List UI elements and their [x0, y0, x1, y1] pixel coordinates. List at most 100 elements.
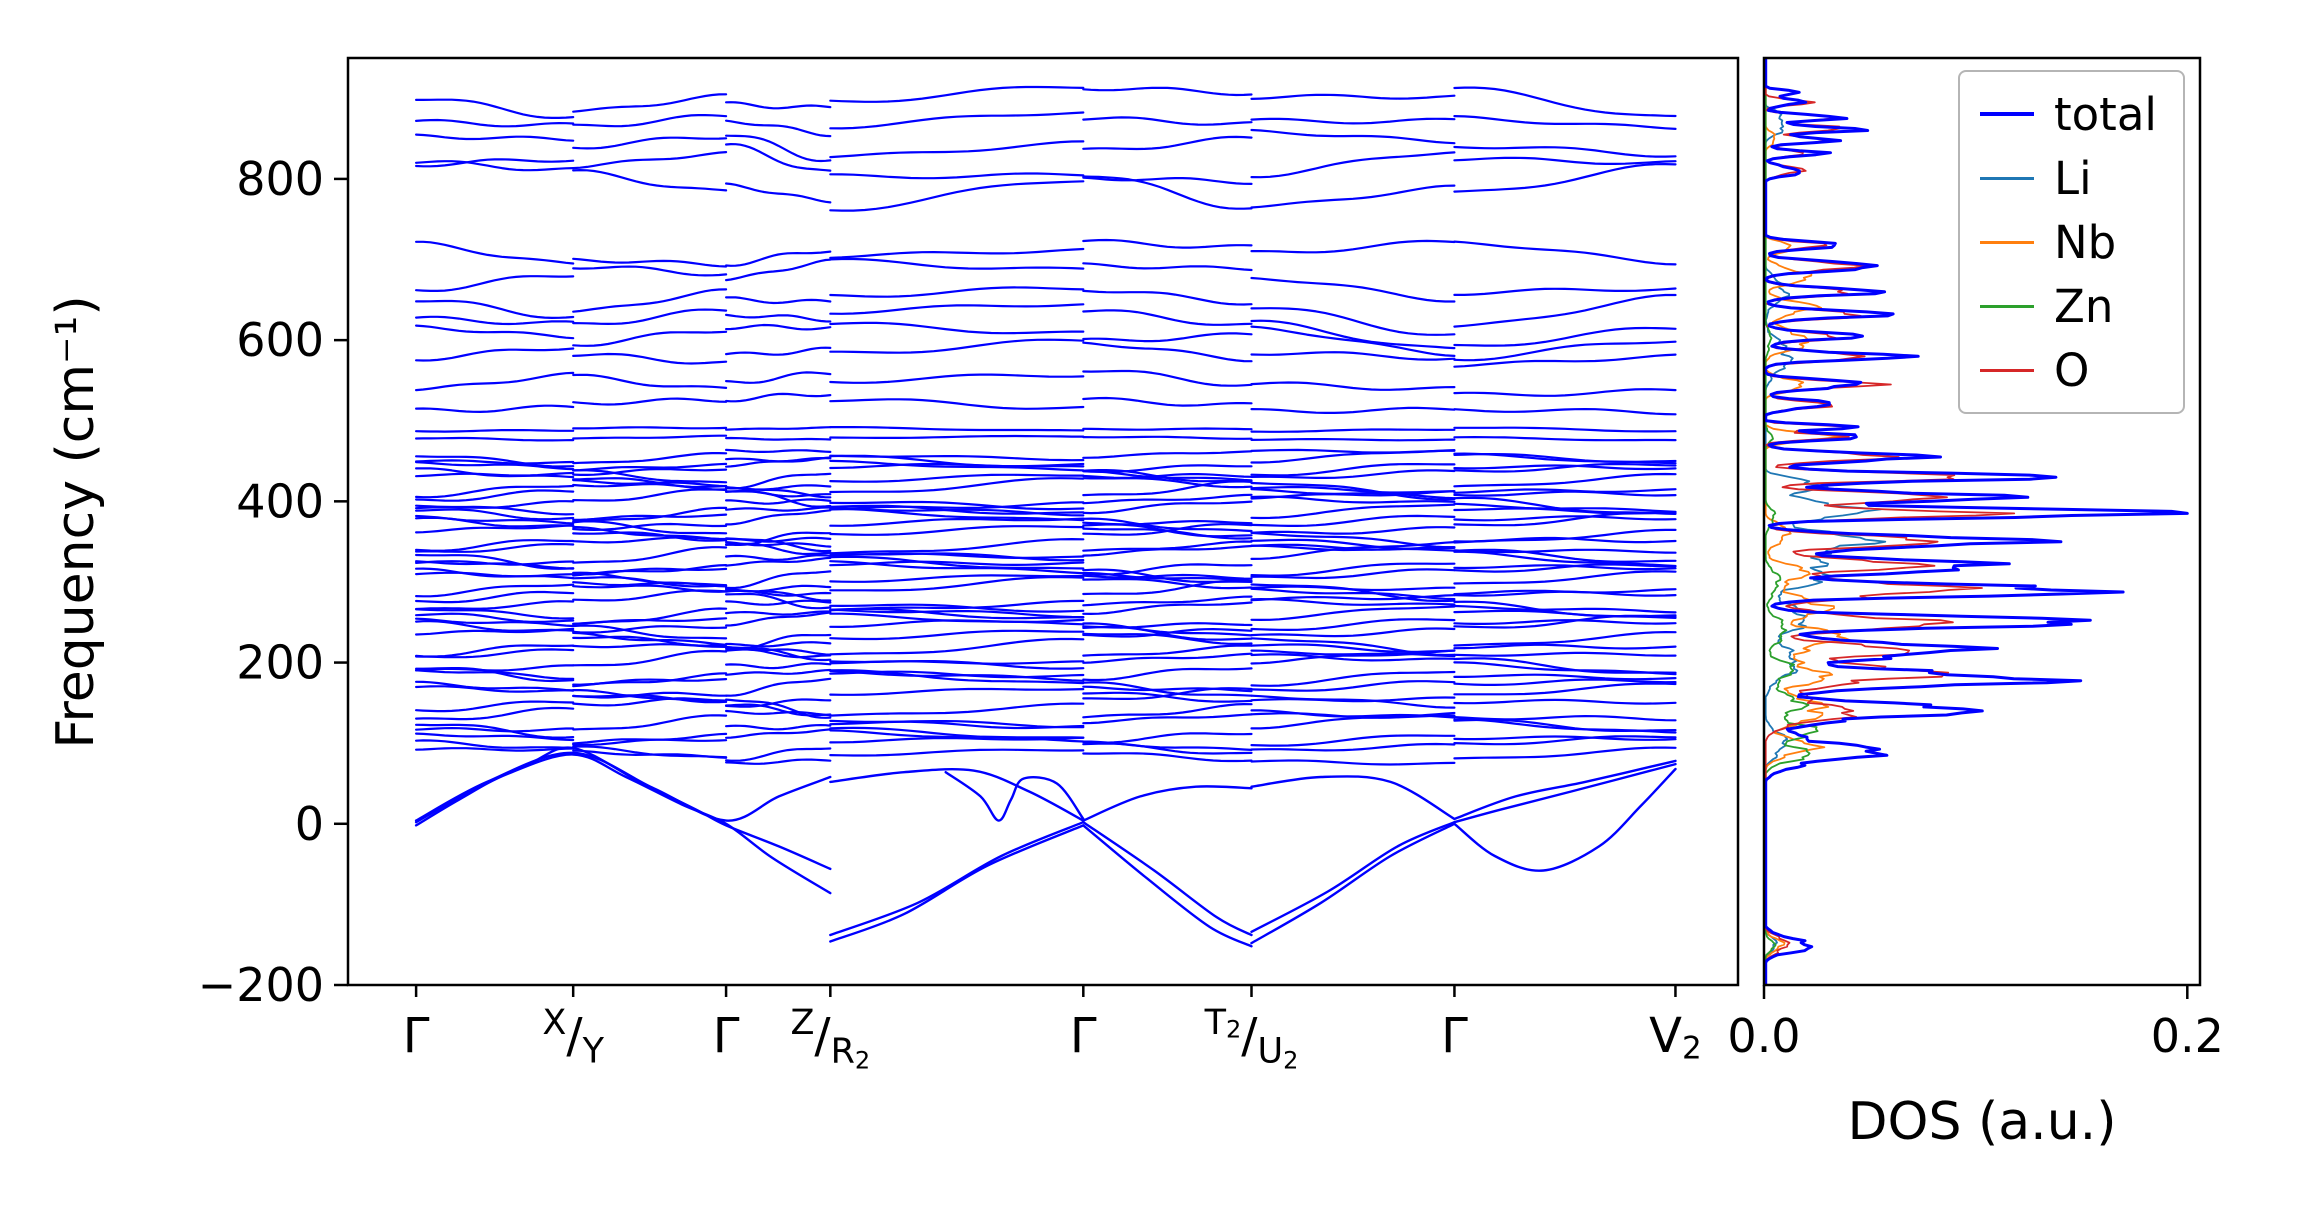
- band-line: [829, 538, 1085, 555]
- band-line: [415, 560, 575, 566]
- band-line: [1082, 500, 1253, 515]
- band-line: [1082, 540, 1253, 552]
- band-line: [1250, 670, 1456, 687]
- band-line: [415, 158, 575, 168]
- band-line: [1082, 573, 1253, 580]
- legend-label: Li: [2054, 151, 2092, 205]
- band-line: [1453, 436, 1677, 442]
- band-line: [725, 296, 832, 305]
- band-line: [1250, 503, 1456, 520]
- band-line: [829, 85, 1085, 103]
- band-line: [725, 426, 832, 431]
- band-line: [725, 506, 832, 512]
- band-line: [572, 607, 728, 626]
- band-line: [1082, 601, 1253, 615]
- band-ytick-label: 600: [236, 313, 324, 367]
- band-line: [1453, 86, 1677, 118]
- legend-label: O: [2054, 343, 2090, 397]
- acoustic-band-line: [829, 821, 1085, 937]
- band-line: [1250, 709, 1456, 719]
- band-line: [725, 758, 832, 765]
- band-line: [829, 172, 1085, 180]
- band-line: [1250, 481, 1456, 501]
- band-line: [829, 608, 1085, 619]
- band-line: [572, 714, 728, 731]
- band-line: [415, 514, 575, 525]
- band-line: [829, 726, 1085, 739]
- band-line: [415, 590, 575, 604]
- band-line: [572, 308, 728, 325]
- band-line: [1082, 752, 1253, 763]
- band-line: [572, 169, 728, 192]
- band-line: [1453, 643, 1677, 650]
- band-line: [829, 373, 1085, 384]
- band-line: [829, 140, 1085, 159]
- band-line: [415, 455, 575, 468]
- legend-item-O: O: [1980, 340, 2157, 400]
- band-line: [829, 576, 1085, 592]
- band-line: [1082, 435, 1253, 440]
- band-line: [1250, 598, 1456, 606]
- band-line: [725, 346, 832, 356]
- band-line: [1453, 462, 1677, 473]
- band-line: [1250, 759, 1456, 766]
- band-line: [572, 546, 728, 564]
- band-line: [1082, 477, 1253, 489]
- legend-line-swatch: [1980, 176, 2034, 180]
- band-line: [1082, 369, 1253, 387]
- band-line: [1453, 464, 1677, 471]
- band-line: [1453, 293, 1677, 328]
- band-line: [415, 275, 575, 292]
- band-xtick-label: Γ: [1070, 1008, 1097, 1064]
- band-line: [725, 498, 832, 505]
- band-line: [1250, 627, 1456, 638]
- band-line: [829, 603, 1085, 613]
- band-line: [572, 649, 728, 667]
- band-line: [415, 644, 575, 658]
- band-line: [415, 664, 575, 672]
- band-line: [415, 489, 575, 502]
- band-line: [725, 101, 832, 110]
- band-line: [572, 136, 728, 150]
- band-xtick-label: Γ: [713, 1008, 740, 1064]
- band-ytick-label: 800: [236, 152, 324, 206]
- band-line: [725, 489, 832, 498]
- band-line: [829, 729, 1085, 743]
- band-line: [725, 698, 832, 719]
- band-line: [572, 468, 728, 476]
- legend-label: Zn: [2054, 279, 2114, 333]
- band-line: [1082, 480, 1253, 497]
- band-line: [572, 257, 728, 268]
- band-line: [725, 182, 832, 204]
- band-line: [829, 629, 1085, 641]
- band-xtick-label: X/Y: [542, 1003, 604, 1072]
- band-line: [415, 612, 575, 623]
- band-line: [829, 517, 1085, 527]
- band-line: [572, 635, 728, 647]
- band-line: [415, 700, 575, 713]
- band-line: [415, 600, 575, 611]
- band-line: [572, 479, 728, 488]
- band-line: [1082, 116, 1253, 126]
- band-line: [725, 641, 832, 648]
- band-line: [415, 324, 575, 340]
- band-line: [415, 315, 575, 326]
- band-line: [1250, 694, 1456, 709]
- band-line: [1250, 448, 1456, 454]
- acoustic-band-line: [414, 751, 832, 822]
- band-line: [415, 608, 575, 620]
- band-line: [1453, 240, 1677, 266]
- dos-curves: [1764, 58, 2189, 985]
- band-line: [829, 599, 1085, 612]
- band-line: [1453, 678, 1677, 686]
- band-line: [829, 473, 1085, 483]
- band-line: [1453, 287, 1677, 296]
- band-line: [1082, 309, 1253, 326]
- band-line: [415, 524, 575, 534]
- band-line: [1082, 176, 1253, 185]
- band-line: [829, 477, 1085, 494]
- acoustic-band-line: [1250, 775, 1456, 821]
- band-line: [572, 151, 728, 170]
- band-line: [572, 624, 728, 640]
